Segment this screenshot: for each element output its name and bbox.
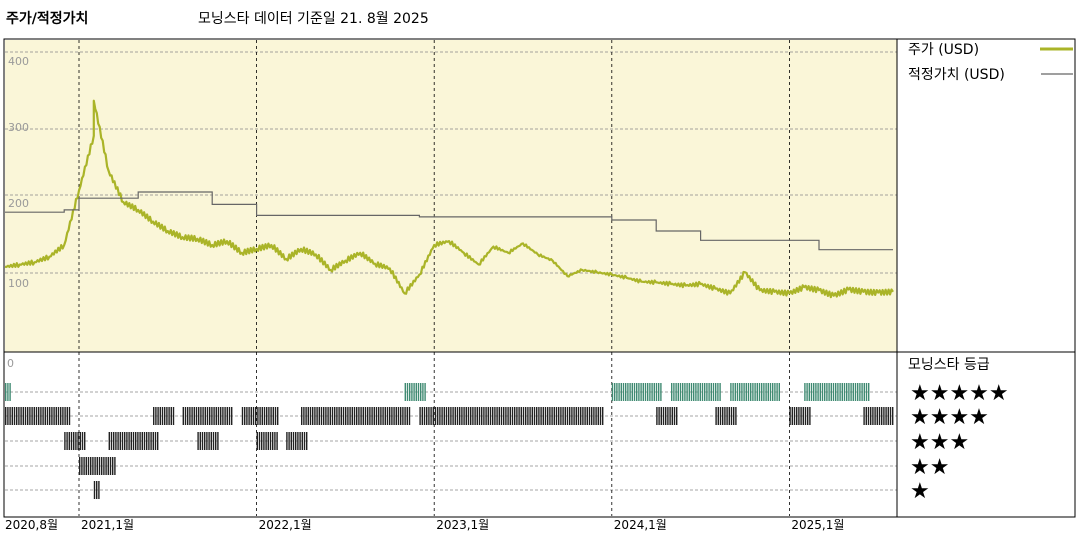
x-tick-label: 2025,1월 bbox=[791, 518, 844, 532]
rating-block-5-star bbox=[804, 383, 870, 401]
rating-level-stars: ★★★★ bbox=[910, 405, 989, 430]
y-tick-label: 300 bbox=[8, 121, 29, 134]
rating-block-2-star bbox=[79, 457, 116, 475]
x-tick-label: 2022,1월 bbox=[259, 518, 312, 532]
chart-subtitle: 모닝스타 데이터 기준일 21. 8월 2025 bbox=[198, 11, 429, 27]
rating-block-4-star bbox=[153, 407, 175, 425]
rating-level-stars: ★ bbox=[910, 479, 930, 504]
fairvalue-series-line bbox=[5, 191, 893, 251]
rating-block-4-star bbox=[419, 407, 604, 425]
rating-block-3-star bbox=[286, 432, 308, 450]
rating-panel-title: 모닝스타 등급 bbox=[908, 357, 990, 373]
x-tick-label: 2021,1월 bbox=[81, 518, 134, 532]
rating-block-4-star bbox=[656, 407, 678, 425]
rating-level-stars: ★★★ bbox=[910, 430, 969, 455]
chart-frame bbox=[3, 38, 1076, 518]
rating-block-3-star bbox=[64, 432, 86, 450]
rating-block-5-star bbox=[730, 383, 780, 401]
rating-block-4-star bbox=[715, 407, 737, 425]
rating-block-4-star bbox=[301, 407, 411, 425]
rating-block-3-star bbox=[108, 432, 159, 450]
x-tick-label: 2024,1월 bbox=[614, 518, 667, 532]
rating-block-4-star bbox=[789, 407, 811, 425]
rating-block-3-star bbox=[256, 432, 278, 450]
y-tick-label: 400 bbox=[8, 55, 29, 68]
rating-block-5-star bbox=[5, 383, 11, 401]
rating-block-4-star bbox=[863, 407, 894, 425]
rating-block-4-star bbox=[182, 407, 233, 425]
y-tick-label: 200 bbox=[8, 197, 29, 210]
y-tick-label: 100 bbox=[8, 277, 29, 290]
rating-block-5-star bbox=[671, 383, 721, 401]
rating-block-1-star bbox=[93, 481, 100, 499]
legend-price-label: 주가 (USD) bbox=[908, 42, 979, 58]
x-tick-label: 2023,1월 bbox=[436, 518, 489, 532]
rating-block-4-star bbox=[241, 407, 279, 425]
rating-level-stars: ★★ bbox=[910, 455, 949, 480]
chart-title: 주가/적정가치 bbox=[6, 11, 89, 27]
x-tick-label: 2020,8월 bbox=[5, 518, 58, 532]
rating-block-4-star bbox=[5, 407, 71, 425]
rating-block-5-star bbox=[404, 383, 426, 401]
rating-block-5-star bbox=[611, 383, 662, 401]
rating-zero-label: 0 bbox=[7, 357, 14, 370]
rating-level-stars: ★★★★★ bbox=[910, 381, 1009, 406]
legend-fair-label: 적정가치 (USD) bbox=[908, 67, 1005, 83]
rating-block-3-star bbox=[197, 432, 219, 450]
price-series-line bbox=[4, 99, 894, 299]
plot-background bbox=[5, 40, 897, 352]
